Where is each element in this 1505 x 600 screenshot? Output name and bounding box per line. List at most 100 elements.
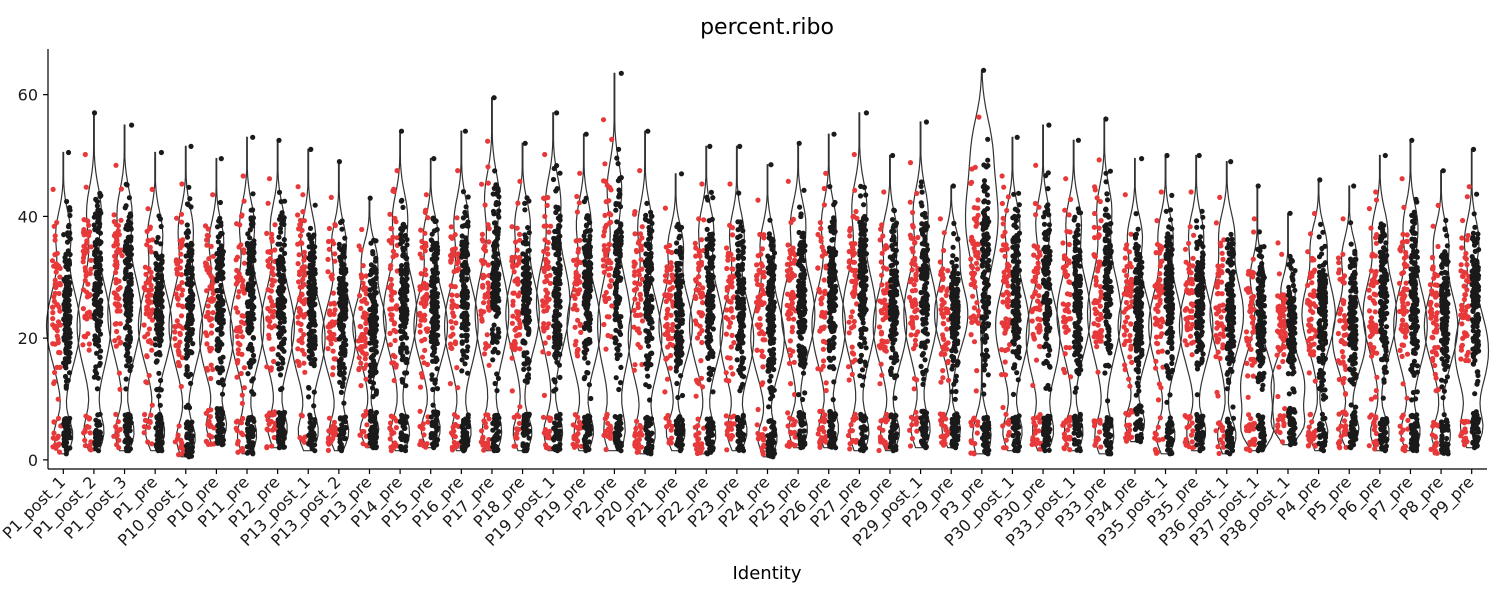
point: [80, 306, 86, 312]
point: [424, 361, 431, 368]
point: [219, 377, 225, 383]
point: [481, 351, 488, 357]
point: [557, 213, 563, 219]
point: [543, 223, 549, 229]
point: [188, 257, 195, 263]
point: [95, 207, 101, 213]
point: [612, 335, 618, 341]
point: [268, 298, 275, 304]
point: [616, 386, 622, 393]
point: [67, 207, 73, 213]
point: [402, 370, 408, 376]
point: [234, 374, 240, 380]
point: [361, 332, 367, 338]
point: [331, 356, 337, 362]
point: [541, 301, 547, 307]
point: [87, 293, 93, 299]
point: [92, 281, 98, 287]
point: [301, 249, 307, 255]
point: [337, 416, 343, 422]
point: [306, 384, 312, 391]
point: [336, 159, 342, 165]
point: [149, 237, 156, 243]
point: [454, 292, 460, 299]
point: [247, 261, 253, 267]
point: [118, 247, 124, 253]
point: [235, 279, 241, 285]
point: [325, 269, 331, 275]
point: [418, 371, 425, 377]
point: [585, 370, 591, 376]
point: [327, 301, 333, 307]
point: [492, 168, 498, 174]
point: [276, 137, 282, 143]
point: [492, 246, 498, 252]
point: [370, 251, 376, 257]
point: [214, 439, 220, 445]
point: [491, 322, 497, 328]
point: [217, 327, 223, 333]
point: [615, 264, 621, 270]
point: [220, 275, 226, 281]
point: [83, 273, 89, 279]
point: [545, 259, 551, 265]
point: [156, 386, 162, 392]
point: [157, 433, 163, 439]
point: [609, 136, 615, 142]
point: [188, 143, 194, 149]
point: [572, 412, 578, 418]
point: [215, 348, 221, 354]
point: [429, 372, 435, 378]
point: [84, 289, 90, 295]
point: [557, 416, 563, 422]
point: [278, 331, 284, 337]
point: [429, 419, 435, 425]
point: [63, 347, 69, 353]
point: [339, 346, 345, 352]
point: [525, 225, 531, 231]
point: [417, 329, 423, 335]
point: [526, 230, 532, 236]
point: [485, 164, 491, 170]
point: [339, 444, 345, 451]
point: [362, 356, 368, 362]
point: [581, 233, 587, 239]
point: [144, 354, 150, 360]
point: [114, 442, 120, 448]
point: [128, 363, 134, 369]
point: [341, 284, 348, 290]
point: [91, 222, 97, 228]
point: [434, 278, 440, 284]
point: [448, 283, 454, 289]
point: [388, 240, 394, 246]
point: [632, 231, 638, 237]
point: [185, 402, 191, 408]
point: [434, 255, 440, 262]
point: [464, 293, 470, 299]
point: [509, 355, 515, 361]
point: [247, 235, 253, 241]
point: [205, 314, 211, 320]
point: [124, 288, 130, 294]
point: [214, 278, 220, 284]
point: [328, 341, 334, 347]
point: [356, 355, 362, 361]
point: [493, 227, 500, 233]
point: [553, 209, 559, 216]
point: [542, 427, 549, 433]
point: [269, 282, 275, 288]
point: [97, 411, 103, 417]
point: [577, 170, 583, 176]
point: [574, 209, 581, 215]
point: [486, 226, 492, 232]
point: [556, 250, 562, 256]
point: [388, 276, 394, 282]
point: [158, 284, 164, 290]
point: [459, 368, 465, 374]
point: [403, 383, 409, 389]
point: [301, 360, 307, 366]
point: [127, 437, 133, 443]
point: [618, 324, 624, 330]
point: [542, 213, 548, 219]
point: [113, 343, 119, 349]
